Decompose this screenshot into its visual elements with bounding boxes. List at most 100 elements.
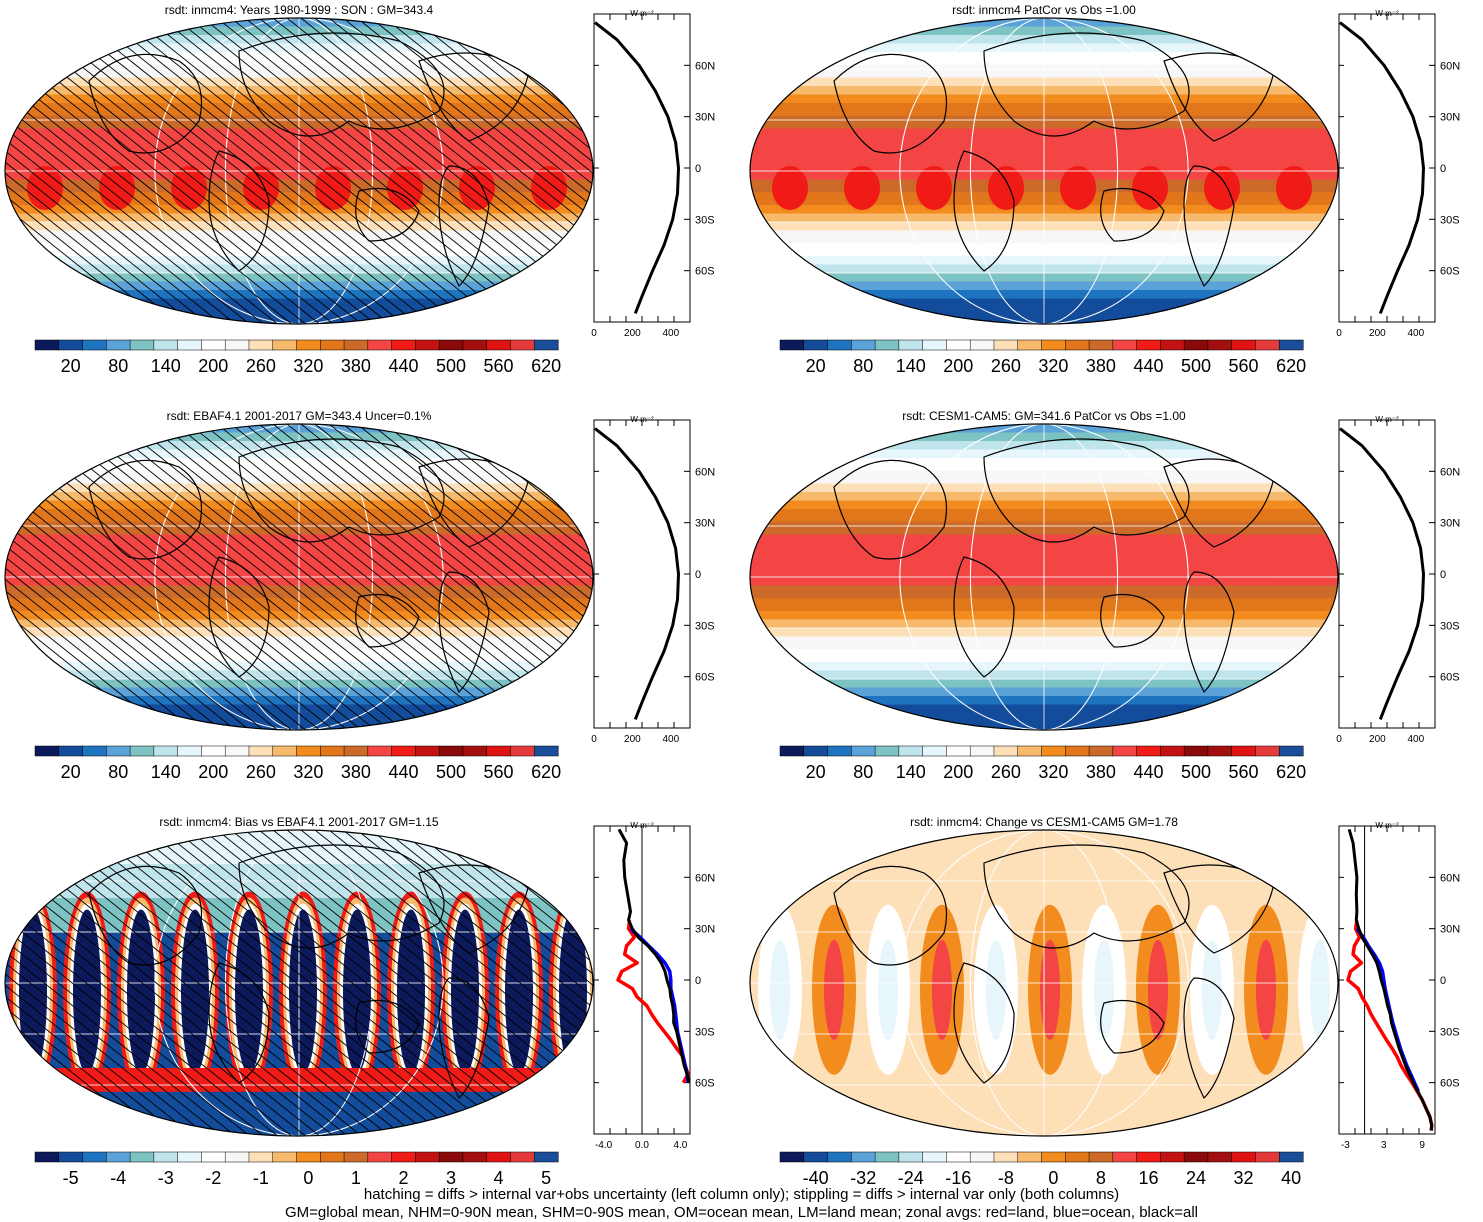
- colorbar-swatch: [35, 746, 59, 756]
- zonal-line-all: [595, 429, 679, 720]
- colorbar-tick-label: 200: [198, 762, 228, 782]
- colorbar-swatch: [1255, 1152, 1279, 1162]
- panel-title: rsdt: EBAF4.1 2001-2017 GM=343.4 Uncer=0…: [167, 409, 432, 423]
- colorbar-tick-label: 260: [246, 762, 276, 782]
- colorbar-tick-label: -16: [945, 1168, 971, 1188]
- colorbar-swatch: [130, 746, 154, 756]
- colorbar-tick-label: -1: [253, 1168, 269, 1188]
- colorbar-swatch: [344, 340, 368, 350]
- colorbar-swatch: [1160, 746, 1184, 756]
- colorbar-swatch: [1279, 1152, 1303, 1162]
- colorbar-swatch: [463, 1152, 487, 1162]
- colorbar-swatch: [225, 1152, 249, 1162]
- colorbar-swatch: [178, 746, 202, 756]
- lat-tick-label: 30S: [695, 214, 715, 226]
- lat-tick-label: 60N: [1440, 872, 1460, 884]
- colorbar-tick-label: 500: [436, 762, 466, 782]
- colorbar-swatch: [1113, 340, 1137, 350]
- zonal-tick-label: -3: [1341, 1140, 1350, 1151]
- lat-tick-label: 0: [1440, 975, 1446, 987]
- colorbar-tick-label: 140: [151, 762, 181, 782]
- colorbar-swatch: [1255, 340, 1279, 350]
- colorbar-swatch: [368, 1152, 392, 1162]
- colorbar-swatch: [415, 340, 439, 350]
- colorbar-swatch: [534, 340, 558, 350]
- colorbar-swatch: [297, 340, 321, 350]
- colorbar-swatch: [297, 1152, 321, 1162]
- colorbar-swatch: [344, 746, 368, 756]
- colorbar-swatch: [130, 340, 154, 350]
- lat-tick-label: 30N: [1440, 518, 1460, 530]
- zonal-tick-label: 200: [1369, 328, 1386, 339]
- colorbar-swatch: [970, 1152, 994, 1162]
- colorbar-tick-label: 80: [108, 762, 128, 782]
- colorbar-swatch: [875, 1152, 899, 1162]
- zonal-line-all: [1349, 829, 1432, 1130]
- colorbar-swatch: [780, 1152, 804, 1162]
- colorbar-swatch: [828, 746, 852, 756]
- colorbar-swatch: [851, 746, 875, 756]
- colorbar-tick-label: 620: [531, 762, 561, 782]
- colorbar-tick-label: 500: [436, 356, 466, 376]
- zonal-tick-label: 0: [1336, 734, 1342, 745]
- colorbar-swatch: [1042, 746, 1066, 756]
- colorbar-tick-label: 440: [388, 762, 418, 782]
- colorbar-swatch: [320, 746, 344, 756]
- colorbar-tick-label: 3: [446, 1168, 456, 1188]
- zonal-tick-label: 400: [1407, 328, 1424, 339]
- colorbar-swatch: [392, 746, 416, 756]
- colorbar-swatch: [83, 340, 107, 350]
- colorbar-tick-label: 320: [1038, 762, 1068, 782]
- colorbar-swatch: [59, 1152, 83, 1162]
- colorbar-swatch: [392, 340, 416, 350]
- colorbar-swatch: [201, 340, 225, 350]
- zonal-line-all: [1340, 429, 1424, 720]
- colorbar-swatch: [923, 746, 947, 756]
- colorbar-swatch: [106, 746, 130, 756]
- colorbar-tick-label: 80: [853, 356, 873, 376]
- colorbar-swatch: [1232, 1152, 1256, 1162]
- colorbar-swatch: [35, 340, 59, 350]
- colorbar-swatch: [946, 340, 970, 350]
- zonal-tick-label: 200: [624, 734, 641, 745]
- zonal-line-all: [1340, 23, 1424, 314]
- colorbar-swatch: [106, 1152, 130, 1162]
- colorbar-swatch: [297, 746, 321, 756]
- colorbar-swatch: [130, 1152, 154, 1162]
- colorbar-swatch: [1208, 340, 1232, 350]
- zonal-tick-label: 400: [662, 328, 679, 339]
- colorbar-swatch: [368, 746, 392, 756]
- colorbar-swatch: [273, 746, 297, 756]
- colorbar-tick-label: 560: [484, 762, 514, 782]
- colorbar-tick-label: -2: [205, 1168, 221, 1188]
- colorbar-swatch: [946, 746, 970, 756]
- colorbar-swatch: [994, 1152, 1018, 1162]
- colorbar-tick-label: -40: [803, 1168, 829, 1188]
- zonal-tick-label: 400: [1407, 734, 1424, 745]
- colorbar-tick-label: 380: [1086, 762, 1116, 782]
- lat-tick-label: 60S: [695, 266, 715, 278]
- colorbar-tick-label: 20: [61, 356, 81, 376]
- colorbar-swatch: [106, 340, 130, 350]
- colorbar-swatch: [463, 340, 487, 350]
- colorbar-swatch: [249, 746, 273, 756]
- colorbar-tick-label: 380: [341, 762, 371, 782]
- lat-tick-label: 0: [695, 569, 701, 581]
- zonal-tick-label: 9: [1419, 1140, 1425, 1151]
- colorbar-swatch: [804, 340, 828, 350]
- lat-tick-label: 60S: [695, 672, 715, 684]
- colorbar-swatch: [1137, 746, 1161, 756]
- colorbar-swatch: [510, 1152, 534, 1162]
- colorbar-swatch: [249, 1152, 273, 1162]
- colorbar-swatch: [1018, 1152, 1042, 1162]
- colorbar-swatch: [851, 1152, 875, 1162]
- lat-tick-label: 30N: [1440, 112, 1460, 124]
- zonal-line-all: [595, 23, 679, 314]
- zonal-tick-label: 0: [591, 328, 597, 339]
- colorbar-swatch: [1089, 746, 1113, 756]
- colorbar-tick-label: 2: [398, 1168, 408, 1188]
